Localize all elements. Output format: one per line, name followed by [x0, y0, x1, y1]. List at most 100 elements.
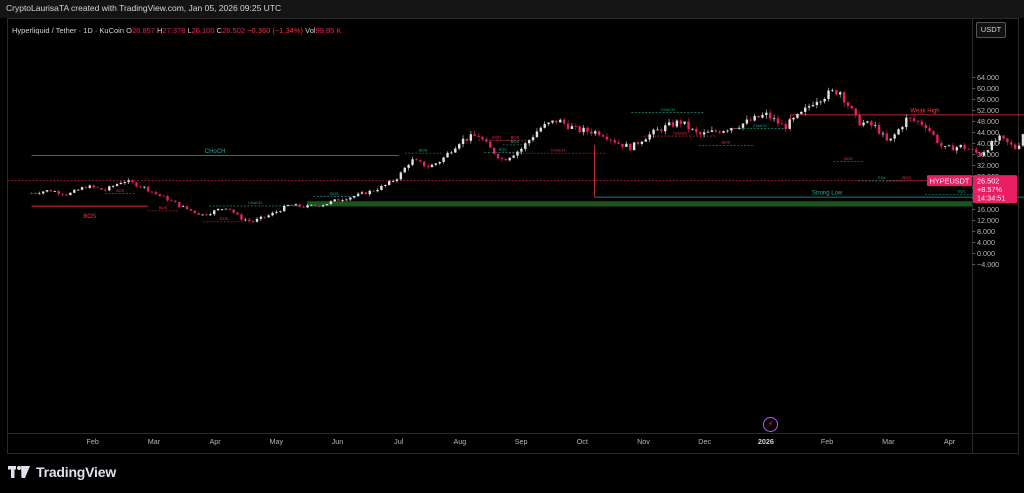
candle-body: [718, 131, 721, 133]
candle-body: [127, 180, 130, 183]
candle-body: [422, 161, 426, 167]
candle-body: [356, 193, 360, 197]
candle-body: [535, 131, 539, 138]
candle-body: [726, 130, 729, 132]
candle-body: [660, 129, 663, 132]
candle-body: [796, 113, 799, 118]
candle-body: [473, 134, 476, 136]
candle-body: [975, 149, 978, 153]
candle-body: [586, 127, 589, 132]
candle-body: [769, 112, 772, 119]
candle-body: [629, 143, 632, 151]
candle-body: [897, 129, 900, 135]
candle-body: [286, 204, 290, 206]
candle-body: [866, 121, 869, 123]
candle-body: [745, 119, 749, 124]
candle-body: [333, 199, 336, 202]
candle-body: [341, 200, 344, 201]
structure-label: CHoCH: [248, 200, 262, 205]
candle-body: [271, 212, 274, 216]
candle-body: [555, 120, 558, 123]
candle-body: [527, 140, 531, 144]
chart-frame: [7, 18, 1019, 454]
candle-body: [889, 138, 892, 141]
candle-body: [489, 141, 492, 148]
candle-body: [1017, 145, 1021, 149]
candle-body: [111, 185, 115, 187]
candle-body: [314, 204, 317, 206]
candle-body: [1013, 144, 1017, 149]
candle-body: [337, 199, 340, 201]
candle-body: [858, 114, 861, 126]
candle-body: [835, 90, 838, 95]
candle-body: [722, 131, 725, 133]
y-tick-label: 52.000: [977, 106, 999, 115]
candle-body: [671, 122, 675, 127]
structure-label: EQL: [499, 147, 508, 152]
footer-bar: [0, 455, 1024, 493]
candle-body: [240, 214, 243, 220]
candle-body: [800, 111, 803, 114]
currency-button[interactable]: USDT: [976, 22, 1006, 38]
candle-body: [706, 131, 710, 133]
candle-body: [209, 214, 212, 216]
y-tick-label: 16.000: [977, 205, 999, 214]
structure-label: EQH: [492, 134, 501, 139]
candle-body: [761, 114, 764, 118]
candle-body: [430, 164, 434, 168]
candle-body: [823, 99, 826, 102]
candle-body: [411, 159, 414, 165]
candle-body: [96, 187, 99, 189]
candle-body: [675, 120, 679, 127]
candle-body: [908, 117, 912, 119]
candle-body: [139, 186, 142, 188]
candle-body: [547, 122, 550, 125]
candle-body: [978, 152, 982, 156]
candle-body: [792, 117, 795, 120]
candle-body: [780, 123, 784, 125]
candle-body: [302, 206, 305, 208]
candle-body: [947, 145, 951, 147]
structure-label: CHoCH: [661, 107, 675, 112]
structure-label: BOS: [844, 156, 853, 161]
candle-body: [870, 121, 873, 126]
candle-body: [1010, 142, 1013, 145]
price-tag-price: 26.502: [977, 176, 999, 185]
candle-body: [162, 195, 165, 197]
candle-body: [279, 211, 282, 213]
candle-body: [1021, 134, 1024, 146]
lightning-icon[interactable]: ⚡: [763, 417, 778, 432]
candle-body: [477, 135, 480, 137]
candle-body: [710, 130, 714, 132]
candle-body: [811, 105, 815, 107]
candle-body: [656, 129, 659, 131]
candle-body: [391, 180, 395, 182]
price-chart[interactable]: 64.000 60.000 56.000 52.000 48.000 44.000 40.0…: [0, 0, 1024, 455]
tradingview-logo: TradingView: [8, 463, 116, 481]
candle-body: [963, 144, 966, 149]
candle-body: [220, 209, 224, 210]
candle-body: [306, 205, 309, 208]
candle-body: [559, 119, 562, 123]
structure-label: BOS: [116, 188, 125, 193]
structure-label: BOS: [511, 134, 520, 139]
candle-body: [943, 146, 947, 147]
candle-body: [213, 210, 216, 215]
structure-label: BOS: [159, 205, 168, 210]
candle-body: [290, 204, 294, 206]
price-tag-countdown: 14:34:51: [977, 193, 1005, 202]
candle-body: [185, 206, 189, 210]
candle-body: [131, 180, 134, 183]
candle-body: [387, 181, 391, 185]
candle-body: [485, 139, 488, 142]
candle-body: [804, 107, 807, 112]
candle-body: [236, 212, 239, 215]
candle-body: [613, 140, 616, 143]
candle-body: [442, 157, 445, 163]
candle-body: [143, 186, 146, 188]
y-tick-label: 8.000: [977, 227, 995, 236]
candle-body: [881, 133, 885, 135]
legend-vol-label: Vol: [305, 26, 316, 35]
x-tick-label: Nov: [637, 437, 650, 446]
candle-body: [520, 148, 523, 152]
